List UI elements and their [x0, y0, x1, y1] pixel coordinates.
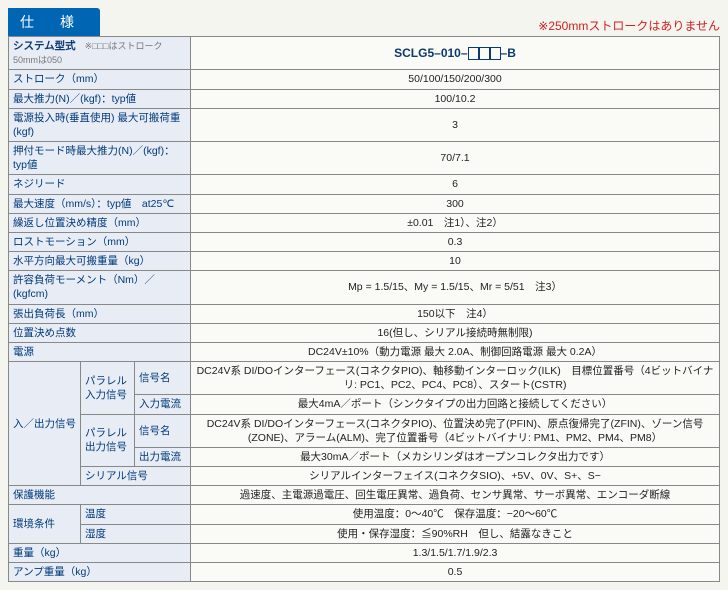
row-value: 6 [191, 175, 720, 194]
io-sub-label: 入力電流 [135, 395, 191, 414]
row-label: 位置決め点数 [9, 323, 191, 342]
row-value: 50/100/150/200/300 [191, 70, 720, 89]
env-sub-label: 湿度 [81, 524, 191, 543]
row-label: ロストモーション（mm） [9, 232, 191, 251]
io-value: 最大4mA／ポート（シンクタイプの出力回路と接続してください） [191, 395, 720, 414]
io-value: DC24V系 DI/DOインターフェース(コネクタPIO)、位置決め完了(PFI… [191, 414, 720, 447]
row-value: 100/10.2 [191, 89, 720, 108]
io-value: シリアルインターフェイス(コネクタSIO)、+5V、0V、S+、S− [191, 467, 720, 486]
row-value: Mp = 1.5/15、My = 1.5/15、Mr = 5/51 注3） [191, 271, 720, 304]
row-label: 電源 [9, 342, 191, 361]
row-value: 16(但し、シリアル接続時無制限) [191, 323, 720, 342]
row-label: 最大速度（mm/s）：typ値 at25℃ [9, 194, 191, 213]
row-label: 張出負荷長（mm） [9, 304, 191, 323]
weight-value: 1.3/1.5/1.7/1.9/2.3 [191, 543, 720, 562]
section-title: 仕 様 [8, 8, 100, 36]
row-value: 300 [191, 194, 720, 213]
io-group-label: 入／出力信号 [9, 362, 81, 486]
io-serial-label: シリアル信号 [81, 467, 191, 486]
placeholder-box [468, 47, 479, 60]
row-label: ネジリード [9, 175, 191, 194]
model-label: システム型式 [13, 40, 76, 52]
env-sub-label: 温度 [81, 505, 191, 524]
row-value: 3 [191, 108, 720, 141]
spec-table: システム型式 ※□□□はストローク 50mmは050 SCLG5–010––B … [8, 36, 720, 582]
env-group-label: 環境条件 [9, 505, 81, 543]
row-value: ±0.01 注1）、注2） [191, 213, 720, 232]
amp-weight-label: アンプ重量（kg） [9, 562, 191, 581]
model-suffix: –B [501, 46, 516, 60]
row-label: 電源投入時(垂直使用) 最大可搬荷重(kgf) [9, 108, 191, 141]
row-label: 繰返し位置決め精度（mm） [9, 213, 191, 232]
model-prefix: SCLG5–010– [394, 46, 467, 60]
placeholder-box [490, 47, 501, 60]
env-value: 使用・保存湿度：≦90%RH 但し、結露なきこと [191, 524, 720, 543]
model-label-cell: システム型式 ※□□□はストローク 50mmは050 [9, 37, 191, 70]
io-value: 最大30mA／ポート（メカシリンダはオープンコレクタ出力です） [191, 447, 720, 466]
amp-weight-value: 0.5 [191, 562, 720, 581]
row-label: 許容負荷モーメント（Nm）／(kgfcm) [9, 271, 191, 304]
row-value: 0.3 [191, 232, 720, 251]
stroke-warning: ※250mmストロークはありません [538, 17, 720, 36]
io-sub-label: 信号名 [135, 414, 191, 447]
model-value: SCLG5–010– –B [191, 37, 720, 70]
io-sub-label: 出力電流 [135, 447, 191, 466]
protect-value: 過速度、主電源過電圧、回生電圧異常、過負荷、センサ異常、サーボ異常、エンコーダ断… [191, 486, 720, 505]
io-parallel-out-label: パラレル出力信号 [81, 414, 135, 467]
row-value: DC24V±10%（動力電源 最大 2.0A、制御回路電源 最大 0.2A） [191, 342, 720, 361]
placeholder-box [479, 47, 490, 60]
row-label: 水平方向最大可搬重量（kg） [9, 252, 191, 271]
io-parallel-in-label: パラレル入力信号 [81, 362, 135, 415]
env-value: 使用温度：0～40℃ 保存温度：−20～60℃ [191, 505, 720, 524]
protect-label: 保護機能 [9, 486, 191, 505]
row-label: 最大推力(N)／(kgf)：typ値 [9, 89, 191, 108]
io-value: DC24V系 DI/DOインターフェース(コネクタPIO)、軸移動インターロック… [191, 362, 720, 395]
weight-label: 重量（kg） [9, 543, 191, 562]
row-value: 150以下 注4） [191, 304, 720, 323]
row-label: ストローク（mm） [9, 70, 191, 89]
row-value: 10 [191, 252, 720, 271]
row-value: 70/7.1 [191, 142, 720, 175]
io-sub-label: 信号名 [135, 362, 191, 395]
row-label: 押付モード時最大推力(N)／(kgf)：typ値 [9, 142, 191, 175]
